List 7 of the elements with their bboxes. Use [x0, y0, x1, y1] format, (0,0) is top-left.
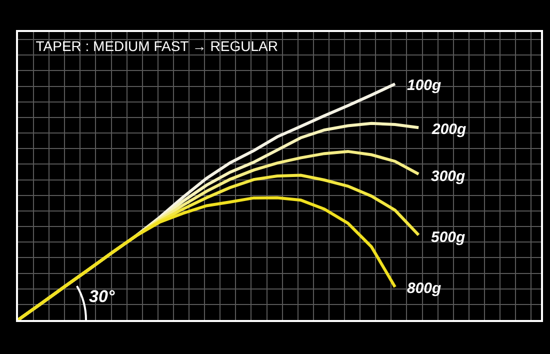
- series-label: 100g: [407, 77, 442, 94]
- series-label: 800g: [407, 280, 442, 297]
- series-label: 500g: [431, 229, 466, 246]
- series-label: 200g: [431, 121, 466, 138]
- chart-title: TAPER : MEDIUM FAST → REGULAR: [36, 38, 278, 54]
- annotation: 30°: [89, 287, 115, 306]
- series-label: 300g: [431, 168, 466, 185]
